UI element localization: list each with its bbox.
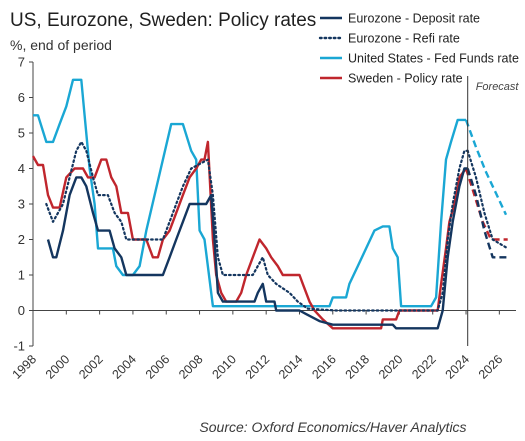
- legend-label: Eurozone - Deposit rate: [348, 12, 480, 26]
- legend-item: Eurozone - Deposit rate: [320, 12, 480, 26]
- x-tick-label: 2012: [243, 352, 273, 382]
- chart-subtitle: %, end of period: [10, 37, 112, 53]
- series-sweden-policy-rate: [31, 140, 467, 330]
- y-tick-label: 0: [18, 303, 25, 318]
- source-note: Source: Oxford Economics/Haver Analytics: [199, 419, 466, 435]
- x-tick-label: 2006: [143, 352, 173, 382]
- series-eurozone-deposit-rate: [46, 167, 468, 330]
- x-tick-label: 2026: [476, 352, 506, 382]
- x-tick-label: 2018: [343, 352, 373, 382]
- legend-item: United States - Fed Funds rate: [320, 52, 519, 66]
- forecast-annotation: Forecast: [476, 81, 520, 93]
- legend-label: United States - Fed Funds rate: [348, 52, 519, 66]
- chart-title: US, Eurozone, Sweden: Policy rates: [10, 10, 316, 31]
- x-tick-label: 2024: [443, 352, 473, 382]
- legend-label: Sweden - Policy rate: [348, 72, 463, 86]
- x-tick-label: 2000: [43, 352, 73, 382]
- legend-item: Sweden - Policy rate: [320, 72, 463, 86]
- x-tick-label: 2020: [376, 352, 406, 382]
- y-tick-label: 4: [18, 161, 25, 176]
- series-united-states-fed-funds-rate: [33, 78, 466, 308]
- y-tick-label: 7: [18, 55, 25, 70]
- legend-item: Eurozone - Refi rate: [318, 32, 460, 46]
- x-tick-label: 2022: [409, 352, 439, 382]
- y-tick-label: 5: [18, 126, 25, 141]
- x-tick-label: 2008: [176, 352, 206, 382]
- y-tick-label: -1: [13, 339, 25, 354]
- y-tick-label: 2: [18, 232, 25, 247]
- y-tick-label: 1: [18, 268, 25, 283]
- x-tick-label: 2016: [309, 352, 339, 382]
- y-tick-label: 3: [18, 197, 25, 212]
- legend-label: Eurozone - Refi rate: [348, 32, 460, 46]
- x-tick-label: 2014: [276, 352, 306, 382]
- y-tick-label: 6: [18, 90, 25, 105]
- legend: Eurozone - Deposit rate Eurozone - Refi r…: [318, 12, 519, 86]
- x-tick-label: 1998: [10, 352, 40, 382]
- x-tick-label: 2002: [76, 352, 106, 382]
- forecast-marker: Forecast: [467, 76, 520, 346]
- series-layer: [31, 78, 509, 330]
- series-eurozone-refi-rate-forecast: [466, 149, 509, 250]
- series-eurozone-refi-rate: [45, 140, 469, 312]
- x-tick-label: 2010: [209, 352, 239, 382]
- series-united-states-fed-funds-rate-forecast: [464, 119, 508, 216]
- x-tick-label: 2004: [109, 352, 139, 382]
